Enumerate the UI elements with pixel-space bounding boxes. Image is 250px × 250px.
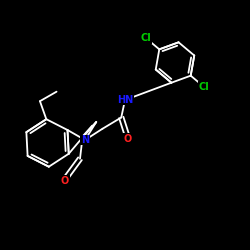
Text: O: O: [61, 176, 69, 186]
Text: Cl: Cl: [140, 33, 151, 43]
Text: O: O: [123, 134, 132, 144]
Text: Cl: Cl: [199, 82, 209, 92]
Text: N: N: [81, 135, 89, 145]
Text: HN: HN: [117, 95, 133, 105]
